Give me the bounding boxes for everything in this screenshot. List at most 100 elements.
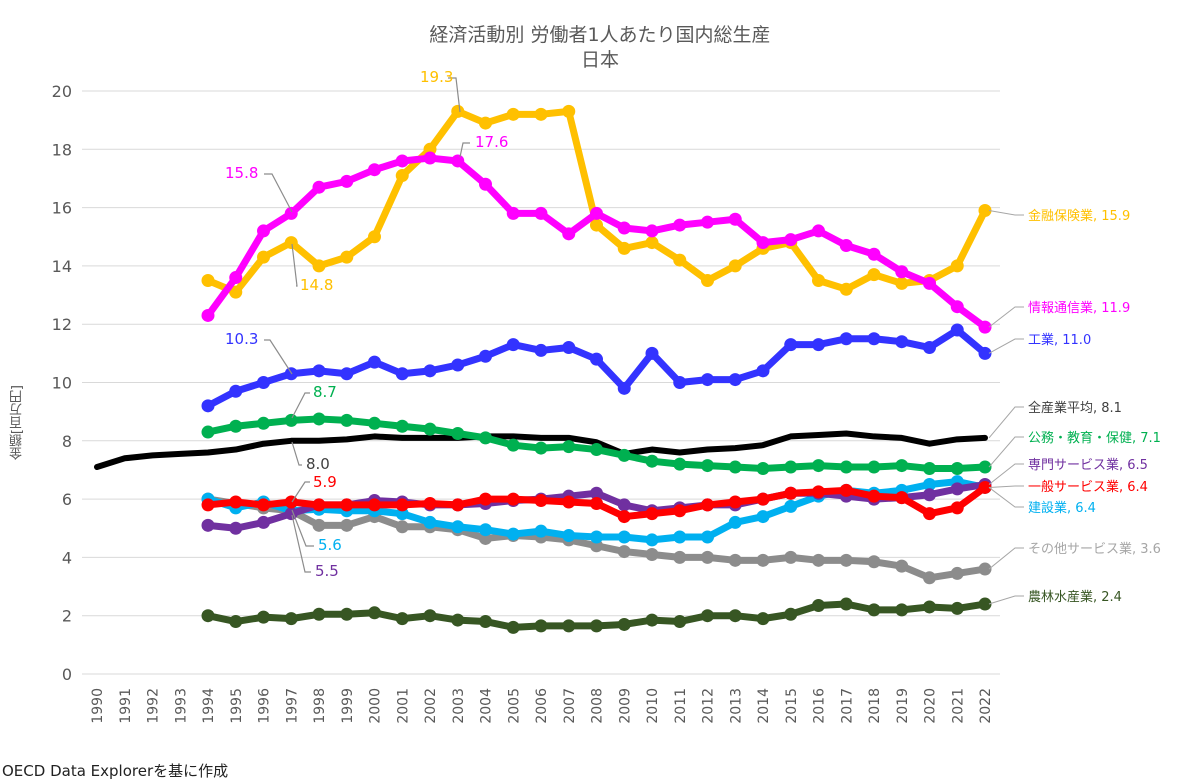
x-tick-label: 2016	[812, 688, 828, 724]
data-point	[923, 600, 936, 614]
data-point	[645, 454, 659, 468]
data-point	[257, 498, 270, 512]
data-point	[812, 459, 825, 473]
data-point	[978, 460, 992, 474]
x-tick-label: 2001	[395, 688, 411, 724]
x-tick-label: 2014	[756, 688, 772, 724]
data-labels: 金融保険業, 15.9 情報通信業, 11.9 工業, 11.0 全産業平均, 8.1…	[225, 68, 1161, 605]
data-point	[673, 615, 687, 629]
series-end-label: その他サービス業, 3.6	[1028, 541, 1161, 557]
data-point	[701, 373, 714, 387]
data-point	[451, 498, 465, 512]
x-tick-label: 1992	[146, 688, 162, 724]
annotation-label: 14.8	[300, 276, 333, 294]
data-point	[257, 250, 270, 264]
data-point	[284, 495, 298, 509]
data-point	[590, 206, 603, 220]
data-point	[645, 533, 659, 547]
data-point	[784, 499, 798, 513]
data-point	[201, 308, 215, 322]
annotation-label: 8.7	[313, 383, 337, 401]
data-point	[839, 483, 853, 497]
x-tick-label: 2017	[839, 688, 855, 724]
data-point	[645, 507, 659, 521]
data-point	[701, 550, 714, 564]
data-point	[423, 515, 437, 529]
series-情報通信業	[201, 151, 992, 334]
data-point	[617, 221, 631, 235]
data-point	[950, 461, 964, 475]
annotation-leader	[264, 339, 293, 375]
data-point	[756, 553, 770, 567]
data-point	[867, 332, 881, 346]
data-point	[812, 598, 825, 612]
data-point	[368, 498, 381, 512]
series-工業	[201, 323, 992, 413]
series-全産業平均	[94, 430, 988, 471]
data-point	[479, 615, 492, 629]
data-point	[784, 486, 798, 500]
data-point	[368, 355, 381, 369]
data-point	[562, 227, 576, 241]
annotation-label: 8.0	[306, 455, 330, 473]
data-point	[950, 501, 964, 515]
annotation-leader	[291, 514, 311, 573]
data-point	[395, 612, 409, 626]
data-point	[673, 376, 687, 389]
y-tick-label: 16	[52, 199, 72, 218]
x-tick-label: 2018	[867, 688, 883, 724]
annotation-label: 10.3	[225, 330, 258, 348]
data-point	[590, 619, 603, 633]
series-lines	[94, 104, 992, 634]
data-point	[562, 619, 576, 633]
data-point	[701, 459, 714, 473]
data-point	[728, 460, 742, 474]
data-point	[728, 553, 742, 567]
series-end-label: 建設業, 6.4	[1028, 500, 1096, 516]
y-tick-label: 14	[52, 257, 72, 276]
data-point	[257, 515, 270, 529]
data-point	[923, 478, 936, 492]
data-point	[395, 367, 409, 381]
data-point	[451, 154, 465, 168]
x-tick-label: 1998	[312, 688, 328, 724]
data-point	[284, 236, 298, 250]
data-point	[673, 530, 687, 544]
data-point	[728, 515, 742, 529]
data-point	[451, 104, 465, 118]
data-point	[368, 606, 381, 620]
data-point	[395, 154, 409, 168]
x-tick-label: 2006	[534, 688, 550, 724]
y-tick-label: 0	[62, 665, 72, 684]
data-point	[257, 610, 270, 624]
data-point	[756, 612, 770, 626]
data-point	[867, 555, 881, 569]
data-point	[617, 448, 631, 462]
data-point	[534, 619, 548, 633]
annotation-leader	[291, 392, 310, 419]
x-tick-label: 2000	[368, 688, 384, 724]
data-point	[756, 364, 770, 378]
data-point	[312, 498, 326, 512]
data-point	[784, 607, 798, 621]
data-point	[201, 399, 215, 413]
data-point	[895, 603, 909, 617]
data-point	[201, 518, 215, 532]
data-point	[229, 521, 243, 535]
data-point	[756, 492, 770, 506]
data-point	[895, 459, 909, 473]
data-point	[950, 482, 964, 496]
y-tick-label: 18	[52, 140, 72, 159]
data-point	[562, 529, 576, 543]
x-tick-label: 2019	[895, 688, 911, 724]
annotation-label: 5.9	[313, 473, 337, 491]
data-point	[229, 495, 243, 509]
data-point	[617, 545, 631, 559]
data-point	[784, 460, 798, 474]
x-tick-label: 2009	[617, 688, 633, 724]
x-tick-label: 1990	[90, 688, 106, 724]
data-point	[534, 107, 548, 121]
data-point	[839, 460, 853, 474]
data-point	[839, 282, 853, 296]
data-point	[701, 609, 714, 623]
